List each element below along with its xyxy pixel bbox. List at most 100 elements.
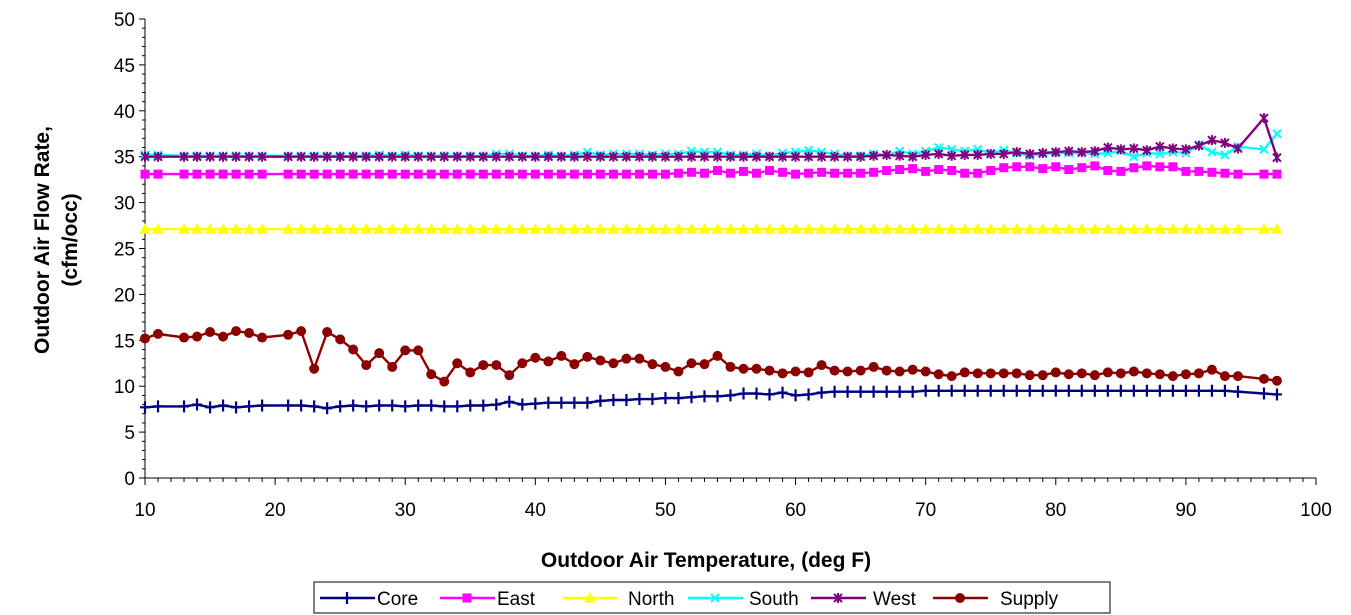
data-point-supply bbox=[296, 326, 307, 337]
data-point-supply bbox=[595, 355, 606, 366]
data-point-supply bbox=[257, 332, 268, 343]
data-point-east bbox=[660, 169, 670, 179]
data-point-core bbox=[257, 399, 268, 412]
data-point-supply bbox=[439, 376, 450, 387]
x-tick-label: 50 bbox=[655, 500, 676, 521]
data-point-supply bbox=[504, 370, 515, 381]
data-point-north bbox=[1127, 223, 1140, 234]
data-point-north bbox=[217, 223, 229, 234]
data-point-west bbox=[348, 151, 358, 162]
data-point-south bbox=[1129, 151, 1139, 162]
data-point-north bbox=[607, 223, 620, 234]
data-point-supply bbox=[400, 345, 411, 356]
data-point-core bbox=[192, 398, 203, 411]
data-point-supply bbox=[543, 356, 554, 367]
x-tick-label: 100 bbox=[1300, 500, 1332, 521]
data-point-supply bbox=[322, 327, 333, 338]
data-point-supply bbox=[374, 348, 385, 359]
data-point-north bbox=[1141, 223, 1153, 234]
data-point-north bbox=[139, 223, 151, 234]
data-point-north bbox=[841, 223, 854, 234]
data-point-south bbox=[1220, 150, 1230, 160]
data-point-north bbox=[945, 223, 958, 234]
data-point-west bbox=[855, 151, 866, 162]
data-point-west bbox=[907, 151, 918, 162]
data-point-north bbox=[360, 223, 373, 234]
data-point-supply bbox=[946, 371, 957, 382]
data-point-south bbox=[1155, 149, 1165, 159]
data-point-core bbox=[504, 395, 515, 408]
data-point-north bbox=[438, 223, 451, 234]
series-north bbox=[139, 223, 1283, 234]
data-point-west bbox=[413, 151, 423, 162]
data-point-east bbox=[413, 169, 423, 179]
data-point-east bbox=[322, 169, 332, 179]
data-point-north bbox=[698, 223, 711, 234]
data-point-supply bbox=[933, 369, 944, 380]
legend-label-west: West bbox=[873, 589, 917, 610]
data-point-supply bbox=[647, 359, 658, 370]
data-point-supply bbox=[1180, 369, 1191, 380]
data-point-north bbox=[997, 223, 1010, 234]
data-point-east bbox=[478, 169, 488, 179]
data-point-east bbox=[830, 168, 840, 178]
data-point-east bbox=[1129, 163, 1139, 173]
y-axis-title-group: Outdoor Air Flow Rate, bbox=[31, 126, 54, 354]
data-point-west bbox=[1038, 148, 1048, 159]
data-point-east bbox=[491, 169, 501, 179]
data-point-east bbox=[921, 166, 931, 176]
data-point-east bbox=[1207, 167, 1217, 177]
data-point-supply bbox=[1102, 367, 1113, 378]
data-point-supply bbox=[829, 365, 840, 376]
x-axis-title: Outdoor Air Temperature, (deg F) bbox=[541, 549, 871, 572]
data-point-east bbox=[1220, 168, 1230, 178]
data-point-core bbox=[972, 384, 983, 397]
data-point-supply bbox=[205, 327, 216, 338]
data-point-supply bbox=[1089, 370, 1100, 381]
y-axis-title-line2: (cfm/occ) bbox=[59, 193, 82, 286]
data-point-east bbox=[244, 169, 254, 179]
data-point-west bbox=[647, 151, 658, 162]
data-point-core bbox=[556, 396, 567, 409]
data-point-east bbox=[530, 169, 540, 179]
data-point-north bbox=[152, 223, 164, 234]
data-point-north bbox=[802, 223, 815, 234]
data-point-west bbox=[673, 151, 684, 162]
data-point-core bbox=[374, 399, 385, 412]
data-point-north bbox=[880, 223, 893, 234]
data-point-north bbox=[919, 223, 932, 234]
legend-marker-south bbox=[710, 593, 720, 603]
data-point-core bbox=[1128, 384, 1139, 397]
data-point-supply bbox=[1141, 368, 1152, 379]
data-point-west bbox=[179, 151, 189, 162]
data-point-supply bbox=[1063, 369, 1074, 380]
data-point-north bbox=[620, 223, 633, 234]
data-point-core bbox=[1076, 384, 1087, 397]
data-point-east bbox=[726, 168, 735, 178]
data-point-north bbox=[724, 223, 737, 234]
data-point-core bbox=[738, 387, 749, 400]
data-point-core bbox=[296, 399, 307, 412]
data-point-west bbox=[582, 151, 593, 162]
data-point-core bbox=[1037, 384, 1048, 397]
data-point-north bbox=[568, 223, 581, 234]
series-west bbox=[140, 113, 1282, 163]
legend-marker-core bbox=[342, 592, 352, 604]
data-point-east bbox=[231, 169, 241, 179]
data-point-north bbox=[906, 223, 919, 234]
data-point-north bbox=[1075, 223, 1088, 234]
data-point-west bbox=[543, 151, 554, 162]
data-point-north bbox=[347, 223, 360, 234]
data-point-north bbox=[1206, 223, 1218, 234]
data-point-east bbox=[634, 169, 644, 179]
data-point-core bbox=[335, 400, 346, 413]
series-layer bbox=[139, 113, 1283, 415]
data-point-south bbox=[1272, 129, 1282, 139]
data-point-west bbox=[231, 151, 241, 162]
data-point-west bbox=[894, 150, 905, 161]
data-point-east bbox=[192, 169, 202, 179]
data-point-west bbox=[1272, 152, 1282, 163]
data-point-supply bbox=[218, 331, 229, 342]
data-point-east bbox=[296, 169, 306, 179]
data-point-supply bbox=[335, 334, 346, 345]
